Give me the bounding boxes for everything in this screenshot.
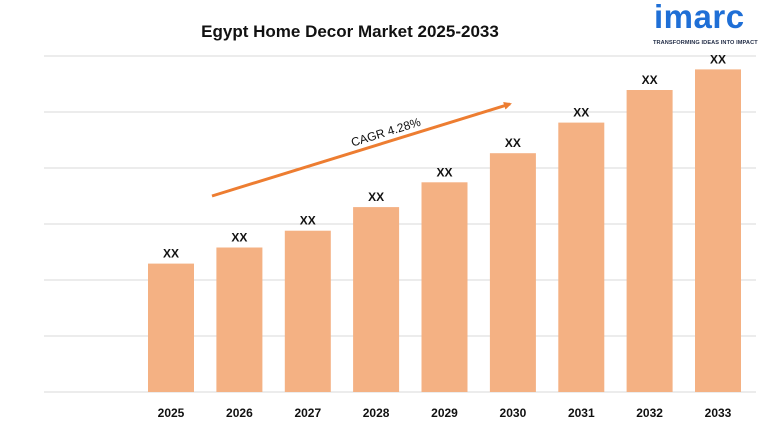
x-tick-2025: 2025 — [158, 406, 185, 420]
cagr-label: CAGR 4.28% — [349, 115, 422, 150]
logo-wordmark: imarc — [654, 0, 745, 36]
bar-2025 — [148, 263, 194, 392]
data-label-2030: XX — [505, 136, 521, 150]
imarc-logo: imarc TRANSFORMING IDEAS INTO IMPACT — [636, 0, 766, 50]
data-label-2029: XX — [436, 165, 452, 179]
bar-2026 — [216, 247, 263, 392]
x-tick-2030: 2030 — [500, 406, 527, 420]
bar-2031 — [558, 122, 605, 392]
data-label-2025: XX — [163, 247, 179, 261]
cagr-annotation: CAGR 4.28% — [211, 101, 512, 198]
x-tick-2029: 2029 — [431, 406, 458, 420]
bar-2029 — [421, 182, 468, 392]
bars — [148, 69, 741, 393]
x-tick-labels: 2025 2026 2027 2028 2029 2030 2031 2032 2033 — [158, 406, 732, 420]
bar-2028 — [353, 207, 400, 392]
data-label-2028: XX — [368, 190, 384, 204]
data-label-2033: XX — [710, 52, 726, 66]
x-tick-2027: 2027 — [294, 406, 321, 420]
data-label-2032: XX — [642, 73, 658, 87]
x-tick-2033: 2033 — [705, 406, 732, 420]
x-tick-2031: 2031 — [568, 406, 595, 420]
x-tick-2032: 2032 — [636, 406, 663, 420]
data-label-2027: XX — [300, 214, 316, 228]
data-label-2031: XX — [573, 106, 589, 120]
chart-title: Egypt Home Decor Market 2025-2033 — [201, 22, 499, 41]
bar-2030 — [489, 153, 536, 392]
x-tick-2028: 2028 — [363, 406, 390, 420]
logo-tagline: TRANSFORMING IDEAS INTO IMPACT — [653, 40, 758, 46]
cagr-arrow — [211, 101, 512, 198]
data-label-2026: XX — [231, 231, 247, 245]
x-tick-2026: 2026 — [226, 406, 253, 420]
logo-wordmark-text: imarc — [654, 0, 745, 35]
bar-2033 — [695, 69, 741, 393]
bar-2032 — [626, 90, 673, 392]
bar-2027 — [284, 230, 331, 392]
data-labels: XX XX XX XX XX XX XX XX XX — [163, 52, 726, 260]
